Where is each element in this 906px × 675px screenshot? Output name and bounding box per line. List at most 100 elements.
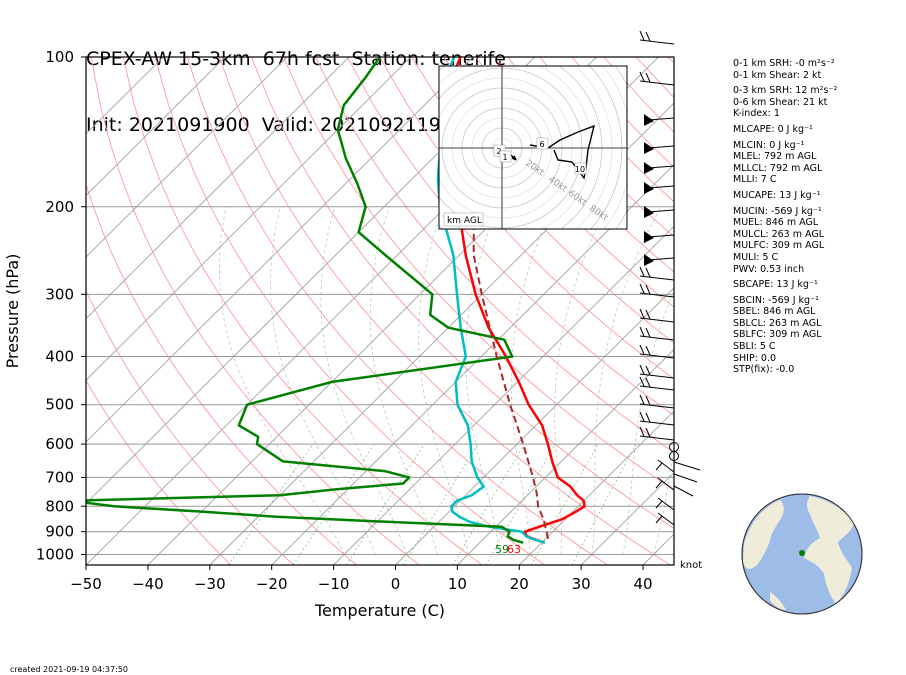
moist-adiabat (270, 206, 376, 555)
surface-dewpoint-label: 59 (495, 543, 509, 556)
index-row: MUCIN: -569 J kg⁻¹ (733, 205, 822, 217)
y-tick-label: 200 (45, 198, 74, 216)
barb-staff (657, 477, 675, 491)
moist-adiabat (510, 206, 553, 555)
y-tick-label: 400 (45, 348, 74, 366)
barb-feather (645, 412, 651, 423)
barb-feather (639, 308, 645, 319)
barb-feather (639, 266, 645, 277)
hodograph-background (439, 66, 627, 229)
barb-feather (645, 427, 651, 438)
grid-layer (86, 57, 674, 565)
wind-barb (639, 426, 675, 441)
hodograph-height-box (493, 144, 506, 157)
barb-staff (673, 485, 694, 497)
station-marker (799, 550, 805, 556)
isotherm (209, 102, 674, 565)
mixing-ratio-line (403, 443, 479, 565)
barb-feather (645, 395, 651, 406)
globe-outline (741, 493, 863, 615)
globe-land-americas (743, 500, 784, 569)
index-row: 0-6 km Shear: 21 kt (733, 96, 828, 108)
barb-feather (639, 411, 645, 422)
index-row: SBEL: 846 m AGL (733, 306, 816, 318)
hodograph-km-agl-label: km AGL (443, 212, 484, 227)
index-row: MULI: 5 C (733, 251, 779, 263)
axis-layer: −50 −40 −30 −20 −10 0 10 20 30 40 100 200 300 400 500 6… (36, 48, 653, 593)
wind-barb (639, 376, 675, 391)
hodograph-height-box (499, 150, 512, 163)
wind-barb (639, 411, 675, 426)
dry-adiabat (86, 183, 357, 565)
x-tick-label: 10 (448, 575, 467, 593)
km-agl-box (443, 212, 484, 227)
title-line-1: CPEX-AW 15-3km 67h fcst Station: tenerif… (86, 48, 506, 70)
y-tick-label: 800 (45, 497, 74, 515)
index-row: 0-3 km SRH: 12 m²s⁻² (733, 85, 838, 97)
index-row: MUEL: 846 m AGL (733, 217, 819, 229)
moist-adiabat (418, 206, 469, 555)
isotherm (86, 57, 288, 258)
barb-staff (639, 353, 675, 359)
barb-staff (673, 473, 698, 483)
wind-barb (639, 308, 675, 323)
isotherm (86, 57, 226, 197)
barb-staff (639, 373, 675, 379)
barb-staff (639, 385, 675, 391)
y-tick-label: 500 (45, 396, 74, 414)
index-row: SBLCL: 263 m AGL (733, 317, 822, 329)
wind-barb (639, 394, 675, 409)
y-axis-label: Pressure (hPa) (3, 254, 22, 369)
index-row: SHIP: 0.0 (733, 352, 777, 364)
mixing-ratio-line (571, 443, 637, 565)
barb-feather (645, 365, 651, 376)
dry-adiabat (347, 57, 674, 417)
wind-barb (639, 30, 675, 45)
x-tick-label: −20 (256, 575, 288, 593)
wind-barb (644, 142, 675, 154)
barb-feather (645, 284, 651, 295)
isotherm (518, 410, 674, 565)
x-tick-label: −10 (318, 575, 350, 593)
barb-staff (673, 461, 701, 471)
barb-feather (645, 72, 651, 83)
dry-adiabat (86, 289, 295, 565)
barb-staff (647, 145, 675, 149)
created-timestamp: created 2021-09-19 04:37:50 (10, 665, 128, 674)
plot-frame (85, 56, 675, 566)
wind-barb (644, 114, 675, 126)
y-tick-label: 600 (45, 435, 74, 453)
hodograph-height-label: 1 (499, 150, 512, 163)
isotherm (86, 57, 412, 381)
wind-barb (639, 326, 675, 341)
y-tick-label: 700 (45, 468, 74, 486)
hodograph-frame (438, 65, 628, 230)
mixing-ratio-line (485, 443, 556, 565)
index-row: MLCIN: 0 J kg⁻¹ (733, 139, 805, 151)
barb-feather (655, 480, 663, 489)
isotherm (86, 57, 474, 443)
barb-feather (639, 376, 645, 387)
globe-land-south (770, 592, 786, 610)
wind-barb (644, 254, 675, 266)
barb-feather (645, 309, 651, 320)
dry-adiabat (282, 57, 674, 491)
globe-land-africa-europe (804, 496, 854, 604)
barb-staff (639, 403, 675, 409)
barb-pennant (644, 114, 654, 126)
hodograph-height-text: 1 (502, 153, 507, 162)
dry-adiabat (475, 57, 674, 273)
moist-adiabat (465, 206, 500, 555)
barb-feather (655, 500, 663, 509)
isotherm (457, 348, 674, 565)
wind-barb (639, 71, 675, 86)
hodograph-height-label: 6 (536, 137, 549, 150)
barb-staff (647, 165, 675, 169)
x-tick-label: 0 (391, 575, 401, 593)
mixing-ratio-line (228, 443, 314, 565)
barb-staff (657, 497, 675, 511)
barb-feather (645, 31, 651, 42)
moist-adiabat (653, 448, 674, 555)
mixing-ratio-line (292, 443, 375, 565)
